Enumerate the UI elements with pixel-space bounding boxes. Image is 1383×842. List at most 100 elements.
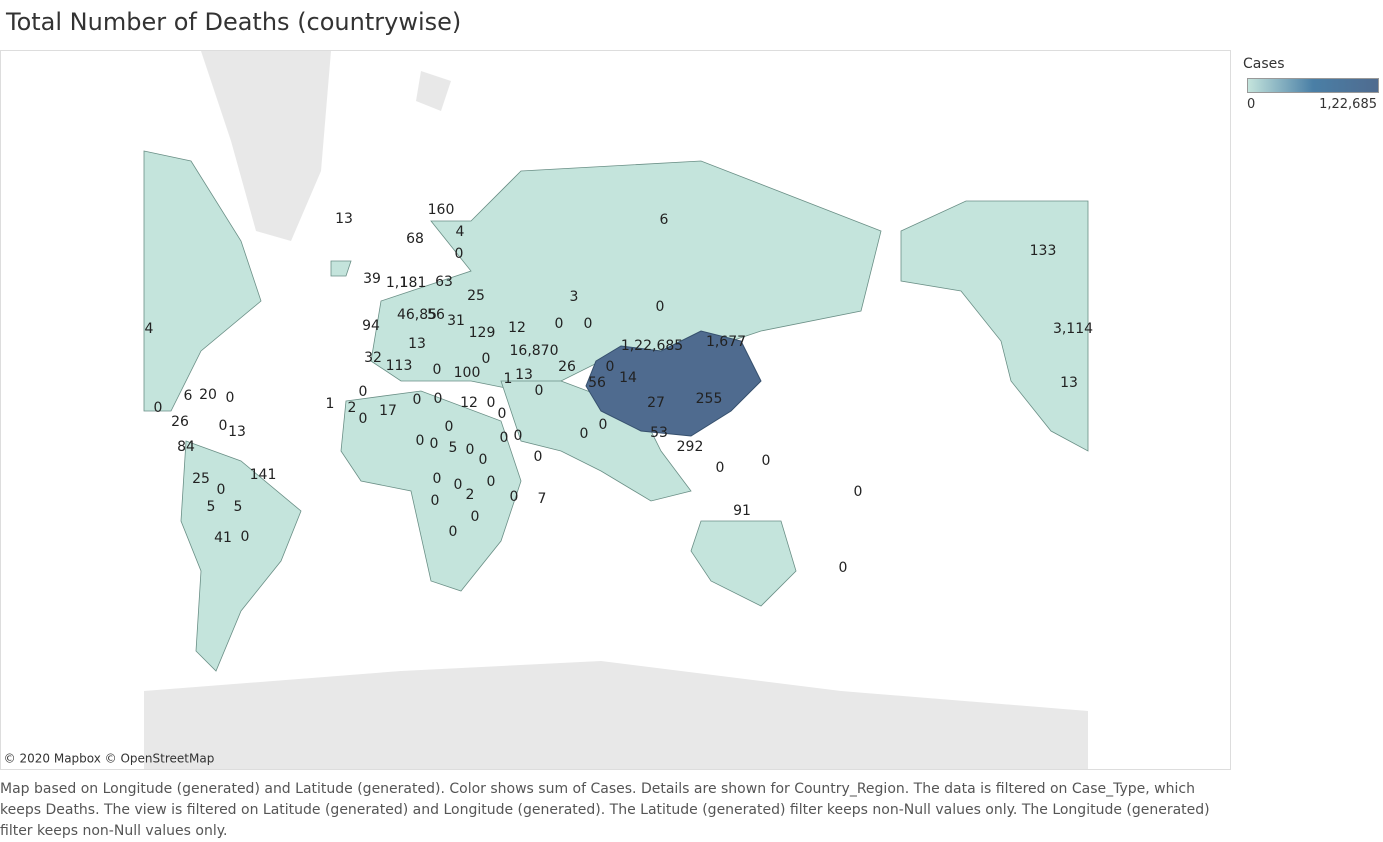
country-label: 56 [588,375,606,391]
map-frame: 13 160 4 68 0 6 133 39 1,1 181 63 25 3 0 94 46,85 56 31 12… [0,50,1231,770]
country-label: 0 [454,477,463,493]
country-label: 14 [619,370,637,386]
country-label: 0 [584,316,593,332]
country-label: 12 [460,395,478,411]
country-label: 53 [650,425,668,441]
country-label: 0 [433,362,442,378]
ocean-land-gray [144,51,1088,769]
legend-min: 0 [1247,97,1256,112]
country-label: 4 [145,321,154,337]
country-label: 292 [677,439,704,455]
legend-max: 1,22,685 [1319,97,1377,112]
country-label: 25 [192,471,210,487]
country-label: 0 [606,359,615,375]
country-label: 12 [508,320,526,336]
country-label: 20 [199,387,217,403]
country-label: 17 [379,403,397,419]
footnote: Map based on Longitude (generated) and L… [0,781,1210,839]
country-label: 4 [456,224,465,240]
country-label: 0 [466,442,475,458]
country-label: 6 [660,212,669,228]
country-label: 13 [1060,375,1078,391]
country-label: 0 [555,316,564,332]
country-label: 0 [445,419,454,435]
country-label: 5 [207,499,216,515]
country-label: 0 [487,395,496,411]
country-label: 46,85 [397,307,437,323]
china [585,330,762,437]
country-label: 26 [171,414,189,430]
country-label: 1,22,685 [621,338,683,354]
country-label: 13 [228,424,246,440]
country-label: 27 [647,395,665,411]
country-label: 0 [580,426,589,442]
country-label: 25 [467,288,485,304]
country-label: 0 [430,436,439,452]
country-label: 56 [427,307,445,323]
country-label: 0 [482,351,491,367]
country-label: 133 [1030,243,1057,259]
country-label: 0 [534,449,543,465]
country-label: 0 [154,400,163,416]
country-label: 0 [535,383,544,399]
country-label: 84 [177,439,195,455]
country-label: 26 [558,359,576,375]
country-label: 5 [234,499,243,515]
country-label: 3 [570,289,579,305]
country-label: 141 [250,467,277,483]
country-label: 0 [359,411,368,427]
country-label: 32 [364,350,382,366]
country-label: 1,1 [386,275,408,291]
country-label: 0 [854,484,863,500]
country-label: 13 [335,211,353,227]
legend-title: Cases [1243,56,1285,72]
country-label: 68 [406,231,424,247]
country-label: 0 [599,417,608,433]
country-label: 129 [469,325,496,341]
country-label: 31 [447,313,465,329]
title: Total Number of Deaths (countrywise) [6,8,462,36]
country-label: 2 [466,487,475,503]
country-label: 94 [362,318,380,334]
country-label: 0 [514,428,523,444]
country-label: 255 [696,391,723,407]
country-label: 0 [359,384,368,400]
country-label: 0 [839,560,848,576]
country-label: 0 [416,433,425,449]
country-label: 0 [449,524,458,540]
country-label: 0 [500,430,509,446]
country-label: 160 [428,202,455,218]
country-label: 91 [733,503,751,519]
country-label: 181 [400,275,427,291]
legend-gradient [1247,78,1379,93]
attribution: © 2020 Mapbox © OpenStreetMap [4,752,215,766]
country-label: 0 [434,391,443,407]
country-label: 0 [431,493,440,509]
country-label: 0 [479,452,488,468]
country-label: 13 [515,367,533,383]
country-label: 0 [217,482,226,498]
country-label: 0 [219,418,228,434]
country-label: 0 [762,453,771,469]
landmass [143,150,1089,672]
country-label: 0 [226,390,235,406]
country-label: 0 [656,299,665,315]
country-label: 0 [241,529,250,545]
country-label: 41 [214,530,232,546]
country-label: 7 [538,491,547,507]
country-label: 1 [326,396,335,412]
country-label: 39 [363,271,381,287]
country-label: 0 [498,406,507,422]
country-label: 0 [716,460,725,476]
country-label: 0 [471,509,480,525]
country-label: 0 [510,489,519,505]
country-label: 1,677 [706,334,746,350]
country-label: 113 [386,358,413,374]
country-label: 100 [454,365,481,381]
country-label: 0 [433,471,442,487]
country-label: 13 [408,336,426,352]
country-label: 3,114 [1053,321,1093,337]
